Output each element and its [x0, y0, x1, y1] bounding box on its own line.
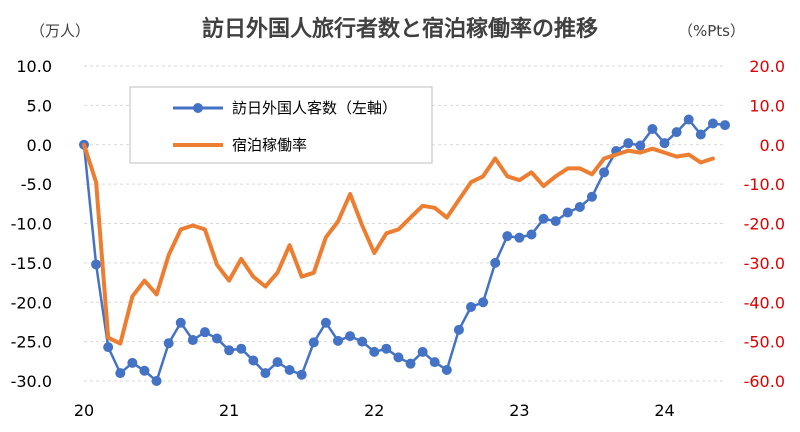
chart-title: 訪日外国人旅行者数と宿泊稼働率の推移 — [202, 16, 598, 42]
left-axis-unit: （万人） — [30, 22, 90, 40]
visitors-point — [538, 213, 549, 224]
visitors-point — [103, 342, 114, 353]
visitors-point — [260, 368, 271, 379]
left-axis-ticks: 10.0 5.0 0.0 -5.0 -10.0 -15.0 -20.0 -25.0 -30.0 — [11, 57, 52, 391]
x-tick-label: 23 — [509, 401, 529, 420]
left-tick-label: -25.0 — [11, 333, 52, 352]
visitors-point — [550, 216, 561, 227]
visitors-point — [199, 327, 210, 338]
right-tick-label: 0.0 — [760, 136, 785, 155]
visitors-point — [381, 343, 392, 354]
series-1 — [82, 142, 715, 346]
visitors-point — [695, 129, 706, 140]
visitors-point — [127, 357, 138, 368]
left-tick-label: 0.0 — [27, 136, 52, 155]
legend-marker-visitors — [193, 103, 203, 113]
right-tick-label: -60.0 — [744, 372, 785, 391]
right-tick-label: 10.0 — [749, 96, 785, 115]
right-tick-label: -10.0 — [744, 175, 785, 194]
visitors-point — [91, 259, 102, 270]
right-tick-label: -40.0 — [744, 293, 785, 312]
visitors-point — [345, 331, 356, 342]
visitors-point — [115, 368, 126, 379]
series-0 — [79, 114, 730, 386]
right-tick-label: 20.0 — [749, 57, 785, 76]
plot-series — [79, 114, 730, 386]
left-tick-label: 10.0 — [16, 57, 52, 76]
left-tick-label: -10.0 — [11, 215, 52, 234]
left-tick-label: -30.0 — [11, 372, 52, 391]
visitors-point — [647, 124, 658, 134]
visitors-point — [502, 231, 513, 242]
right-axis-unit: （%Pts） — [678, 22, 745, 40]
visitors-point — [635, 140, 646, 151]
x-tick-label: 24 — [654, 401, 674, 420]
right-axis-ticks: 20.0 10.0 0.0 -10.0 -20.0 -30.0 -40.0 -50.0 -60.… — [744, 57, 785, 391]
visitors-point — [187, 335, 198, 346]
visitors-point — [586, 191, 597, 202]
visitors-point — [393, 352, 404, 363]
left-tick-label: -20.0 — [11, 293, 52, 312]
visitors-point — [466, 301, 477, 312]
visitors-point — [272, 357, 283, 368]
visitors-point — [623, 138, 634, 149]
visitors-point — [405, 358, 416, 369]
visitors-point — [296, 369, 307, 380]
visitors-point — [562, 207, 573, 218]
visitors-point — [369, 346, 380, 357]
visitors-point — [720, 120, 730, 131]
occupancy-line — [82, 142, 715, 346]
right-tick-label: -30.0 — [744, 254, 785, 273]
visitors-point — [163, 338, 174, 349]
visitors-point — [175, 317, 186, 328]
visitors-point — [599, 167, 610, 178]
visitors-point — [683, 114, 694, 125]
legend: 訪日外国人客数（左軸） 宿泊稼働率 — [129, 86, 433, 164]
x-tick-label: 21 — [219, 401, 239, 420]
visitors-point — [514, 232, 525, 243]
visitors-point — [212, 333, 223, 344]
x-tick-label: 22 — [364, 401, 384, 420]
visitors-point — [526, 229, 537, 240]
visitors-point — [441, 364, 452, 375]
visitors-point — [332, 335, 343, 346]
visitors-point — [417, 346, 428, 357]
visitors-point — [151, 376, 162, 386]
left-tick-label: 5.0 — [27, 96, 52, 115]
visitors-point — [320, 317, 331, 328]
left-tick-label: -15.0 — [11, 254, 52, 273]
visitors-point — [284, 364, 295, 375]
right-tick-label: -20.0 — [744, 215, 785, 234]
visitors-point — [357, 336, 368, 347]
visitors-point — [429, 357, 440, 368]
visitors-point — [659, 138, 670, 149]
visitors-point — [574, 201, 585, 212]
right-tick-label: -50.0 — [744, 333, 785, 352]
legend-box — [129, 86, 433, 164]
x-axis-ticks: 20 21 22 23 24 — [74, 401, 675, 420]
legend-label-occupancy: 宿泊稼働率 — [232, 136, 307, 154]
visitors-point — [236, 343, 247, 354]
visitors-point — [224, 345, 235, 356]
visitors-point — [478, 297, 489, 308]
visitors-point — [490, 257, 501, 268]
visitors-point — [707, 118, 718, 129]
visitors-point — [248, 355, 259, 366]
visitors-point — [139, 365, 150, 376]
visitors-point — [671, 127, 682, 138]
legend-label-visitors: 訪日外国人客数（左軸） — [232, 99, 397, 117]
visitors-point — [453, 324, 464, 335]
x-tick-label: 20 — [74, 401, 94, 420]
left-tick-label: -5.0 — [21, 175, 52, 194]
visitors-point — [308, 337, 319, 348]
